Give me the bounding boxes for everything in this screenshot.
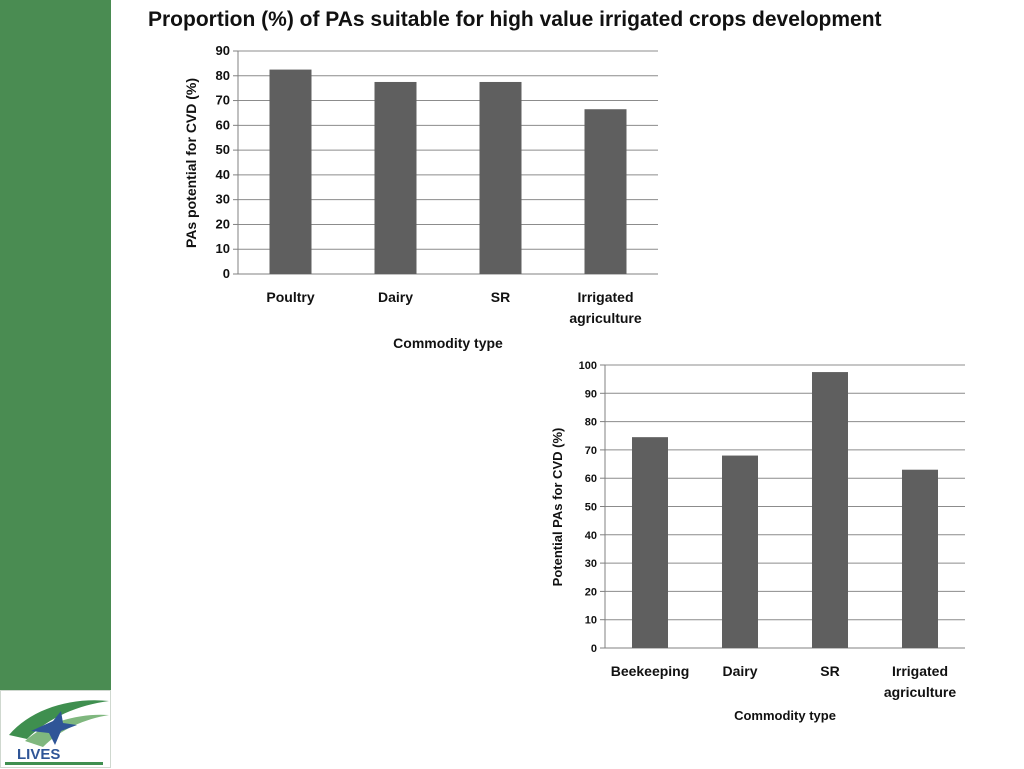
y-tick-label: 90 <box>585 388 597 400</box>
y-tick-label: 30 <box>216 192 230 207</box>
y-tick-label: 60 <box>216 117 230 132</box>
x-category-label: SR <box>820 663 839 679</box>
x-category-label: Irrigated <box>577 289 633 305</box>
bird-logo-icon: LIVES <box>5 700 109 765</box>
bar <box>722 455 758 648</box>
y-tick-label: 100 <box>579 360 597 372</box>
bar <box>584 109 627 274</box>
bar <box>479 81 522 274</box>
x-category-label: Dairy <box>378 289 413 305</box>
y-tick-label: 10 <box>585 615 597 627</box>
x-axis-title: Commodity type <box>734 708 836 723</box>
y-axis-title: Potential PAs for CVD (%) <box>550 428 565 587</box>
x-category-label: Dairy <box>722 663 757 679</box>
y-axis-title: PAs potential for CVD (%) <box>183 78 199 248</box>
bar <box>902 469 938 648</box>
bar <box>269 69 312 274</box>
y-tick-label: 20 <box>585 586 597 598</box>
y-tick-label: 60 <box>585 473 597 485</box>
y-tick-label: 20 <box>216 216 230 231</box>
y-tick-label: 90 <box>216 43 230 58</box>
y-tick-label: 0 <box>591 643 597 655</box>
y-tick-label: 70 <box>585 445 597 457</box>
x-category-label: agriculture <box>884 684 957 700</box>
bar <box>812 372 848 648</box>
y-tick-label: 40 <box>216 167 230 182</box>
bar <box>374 81 417 274</box>
y-tick-label: 40 <box>585 530 597 542</box>
x-category-label: agriculture <box>569 310 642 326</box>
y-tick-label: 80 <box>585 417 597 429</box>
x-axis-title: Commodity type <box>393 335 503 351</box>
logo-text: LIVES <box>17 746 60 763</box>
x-category-label: Poultry <box>266 289 314 305</box>
y-tick-label: 30 <box>585 558 597 570</box>
y-tick-label: 70 <box>216 93 230 108</box>
bar <box>632 437 668 648</box>
x-category-label: SR <box>491 289 510 305</box>
x-category-label: Irrigated <box>892 663 948 679</box>
y-tick-label: 50 <box>216 142 230 157</box>
y-tick-label: 10 <box>216 241 230 256</box>
y-tick-label: 80 <box>216 68 230 83</box>
green-sidebar <box>0 0 111 690</box>
x-category-label: Beekeeping <box>611 663 690 679</box>
y-tick-label: 0 <box>223 266 230 281</box>
lives-logo: LIVES <box>0 690 111 768</box>
y-tick-label: 50 <box>585 502 597 514</box>
slide-title: Proportion (%) of PAs suitable for high … <box>148 8 882 31</box>
